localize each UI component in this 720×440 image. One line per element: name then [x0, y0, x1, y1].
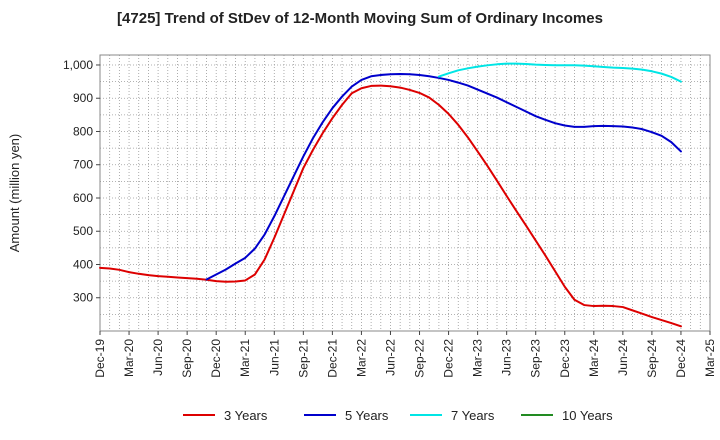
y-axis-label: Amount (million yen): [7, 134, 22, 253]
x-tick-label: Jun-21: [267, 339, 281, 376]
series-line-5-years: [205, 72, 682, 281]
x-tick-label: Sep-21: [296, 339, 310, 378]
x-tick-label: Dec-24: [674, 339, 688, 378]
x-tick-label: Dec-22: [442, 339, 456, 378]
legend-label-7-years: 7 Years: [451, 408, 495, 423]
x-axis: Dec-19 Mar-20 Jun-20 Sep-20 Dec-20 Mar-21 Jun-…: [93, 331, 717, 378]
x-tick-label: Mar-24: [587, 339, 601, 377]
legend: 3 Years 5 Years 7 Years 10 Years: [183, 408, 613, 423]
series-line-7-years: [437, 62, 682, 83]
y-tick-label: 300: [73, 291, 93, 305]
x-tick-label: Jun-23: [500, 339, 514, 376]
grid: [100, 55, 710, 331]
y-tick-label: 600: [73, 191, 93, 205]
y-tick-label: 400: [73, 257, 93, 271]
x-tick-label: Mar-22: [354, 339, 368, 377]
y-tick-label: 1,000: [63, 58, 93, 72]
chart-title: [4725] Trend of StDev of 12-Month Moving…: [117, 10, 603, 27]
x-tick-label: Jun-22: [383, 339, 397, 376]
legend-label-3-years: 3 Years: [224, 408, 268, 423]
x-tick-label: Dec-21: [325, 339, 339, 378]
y-tick-label: 800: [73, 124, 93, 138]
x-tick-label: Sep-20: [180, 339, 194, 378]
x-tick-label: Dec-23: [558, 339, 572, 378]
x-tick-label: Dec-20: [209, 339, 223, 378]
legend-label-5-years: 5 Years: [345, 408, 389, 423]
y-tick-label: 700: [73, 158, 93, 172]
x-tick-label: Mar-25: [703, 339, 717, 377]
x-tick-label: Sep-23: [529, 339, 543, 378]
x-tick-label: Dec-19: [93, 339, 107, 378]
x-tick-label: Mar-23: [471, 339, 485, 377]
x-tick-label: Sep-24: [645, 339, 659, 378]
y-tick-label: 500: [73, 224, 93, 238]
legend-label-10-years: 10 Years: [562, 408, 613, 423]
x-tick-label: Jun-20: [151, 339, 165, 376]
y-axis: 300 400 500 600 700 800 900 1,000: [63, 58, 100, 305]
x-tick-label: Jun-24: [616, 339, 630, 376]
series-lines: [99, 62, 682, 328]
series-line-3-years: [99, 84, 682, 328]
plot-area-frame: [99, 54, 711, 332]
x-tick-label: Mar-21: [238, 339, 252, 377]
y-tick-label: 900: [73, 91, 93, 105]
x-tick-label: Sep-22: [413, 339, 427, 378]
x-tick-label: Mar-20: [122, 339, 136, 377]
